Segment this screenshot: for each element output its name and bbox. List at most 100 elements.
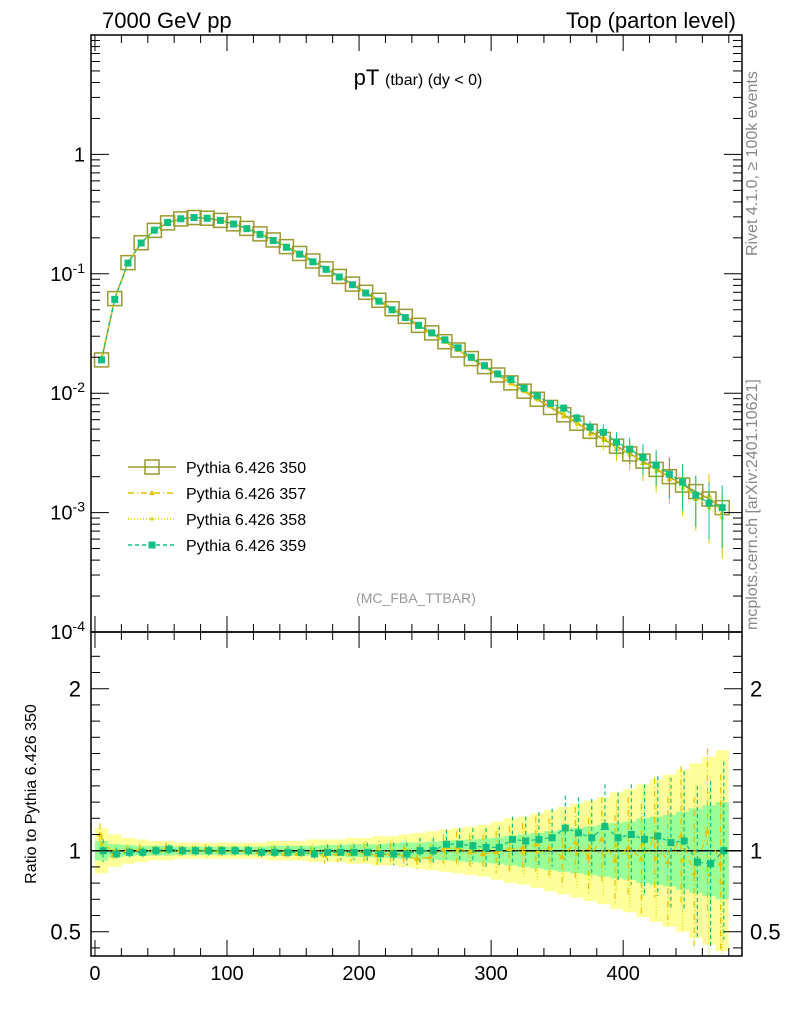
ratio-point bbox=[495, 843, 503, 851]
main-point bbox=[239, 220, 255, 237]
plot-title: pT (tbar) (dy < 0) bbox=[354, 65, 483, 90]
main-point bbox=[639, 453, 647, 461]
main-point bbox=[437, 333, 453, 350]
tick-label-base: 10 bbox=[50, 264, 72, 286]
main-point bbox=[371, 292, 387, 309]
main-point bbox=[507, 376, 515, 384]
main-point bbox=[137, 239, 145, 247]
main-point bbox=[133, 234, 149, 251]
ratio-point bbox=[559, 854, 566, 860]
main-point bbox=[335, 273, 343, 281]
ratio-point bbox=[598, 836, 605, 842]
ratio-point bbox=[456, 848, 460, 853]
ratio-point bbox=[601, 822, 609, 830]
main-point bbox=[375, 297, 383, 305]
main-point bbox=[357, 284, 374, 301]
ratio-point bbox=[535, 850, 540, 855]
x-tick-label: 200 bbox=[342, 963, 375, 985]
ratio-point bbox=[442, 840, 450, 848]
ratio-point bbox=[244, 847, 252, 855]
ratio-series-line bbox=[103, 825, 725, 865]
ratio-y-tick-label-right: 1 bbox=[750, 839, 762, 864]
main-point bbox=[575, 422, 579, 427]
header-right: Top (parton level) bbox=[566, 8, 736, 33]
ratio-point bbox=[680, 858, 685, 863]
main-point bbox=[344, 276, 361, 292]
ratio-point bbox=[717, 860, 724, 866]
main-point bbox=[441, 336, 449, 344]
ratio-point bbox=[469, 848, 474, 853]
ratio-point bbox=[416, 847, 424, 855]
main-point bbox=[547, 399, 555, 407]
main-point bbox=[401, 314, 409, 322]
main-point bbox=[463, 350, 480, 367]
ratio-plot-area bbox=[91, 748, 742, 956]
main-point bbox=[296, 250, 304, 258]
main-point bbox=[243, 225, 251, 233]
ratio-point bbox=[641, 835, 649, 843]
ratio-point bbox=[152, 847, 160, 855]
ratio-point bbox=[456, 840, 464, 848]
tick-label-exponent: -4 bbox=[73, 618, 86, 634]
main-point bbox=[322, 265, 330, 273]
main-point bbox=[173, 211, 189, 227]
x-tick-label: 400 bbox=[606, 963, 639, 985]
main-point bbox=[560, 413, 567, 419]
legend-label: Pythia 6.426 358 bbox=[186, 512, 306, 529]
main-point bbox=[561, 411, 566, 415]
ratio-point bbox=[548, 847, 553, 851]
ratio-point bbox=[376, 850, 384, 858]
main-point bbox=[520, 384, 528, 392]
ratio-point bbox=[677, 833, 684, 839]
ratio-point bbox=[638, 855, 645, 861]
ratio-point bbox=[508, 835, 516, 843]
ratio-point bbox=[614, 844, 619, 848]
ratio-point bbox=[443, 850, 447, 855]
main-point bbox=[423, 325, 440, 341]
ratio-y-tick-label-left: 2 bbox=[69, 677, 81, 702]
ratio-point bbox=[667, 839, 675, 847]
ratio-point bbox=[350, 848, 358, 856]
main-point bbox=[164, 218, 172, 226]
main-y-tick-label: 10-2 bbox=[50, 379, 85, 405]
header-left: 7000 GeV pp bbox=[102, 8, 232, 33]
ratio-point bbox=[561, 844, 566, 848]
ratio-point bbox=[588, 845, 592, 850]
ratio-point bbox=[720, 881, 724, 885]
ratio-point bbox=[363, 848, 371, 856]
ratio-y-tick-label-right: 2 bbox=[750, 677, 762, 702]
tick-label-base: 10 bbox=[50, 383, 72, 405]
title-sub: (tbar) (dy < 0) bbox=[385, 72, 482, 89]
main-point bbox=[626, 445, 634, 453]
ratio-point bbox=[707, 873, 711, 877]
legend-label: Pythia 6.426 359 bbox=[186, 538, 306, 555]
ratio-point bbox=[509, 847, 513, 851]
main-point bbox=[190, 214, 198, 222]
main-point bbox=[348, 281, 356, 289]
main-point bbox=[203, 214, 211, 222]
main-point bbox=[454, 344, 462, 352]
ratio-point bbox=[522, 850, 526, 855]
legend-label: Pythia 6.426 357 bbox=[186, 486, 306, 503]
ratio-point bbox=[324, 848, 332, 856]
main-point bbox=[450, 342, 466, 358]
ratio-point bbox=[572, 839, 579, 845]
ratio-point bbox=[535, 835, 543, 843]
analysis-tag: (MC_FBA_TTBAR) bbox=[356, 590, 476, 606]
x-tick-label: 300 bbox=[474, 963, 507, 985]
ratio-point bbox=[680, 837, 688, 845]
tick-label-exponent: -2 bbox=[73, 379, 86, 395]
ratio-point bbox=[390, 850, 398, 858]
main-point bbox=[692, 491, 700, 499]
ratio-point bbox=[561, 824, 569, 832]
ratio-y-tick-label-left: 1 bbox=[69, 839, 81, 864]
main-point bbox=[489, 367, 506, 383]
main-point bbox=[652, 461, 660, 469]
ratio-point bbox=[707, 860, 715, 868]
ratio-point bbox=[625, 844, 632, 850]
ratio-point bbox=[429, 847, 437, 855]
main-point bbox=[481, 362, 489, 370]
ratio-point bbox=[284, 848, 292, 856]
main-point bbox=[120, 254, 136, 271]
main-point bbox=[516, 383, 532, 399]
